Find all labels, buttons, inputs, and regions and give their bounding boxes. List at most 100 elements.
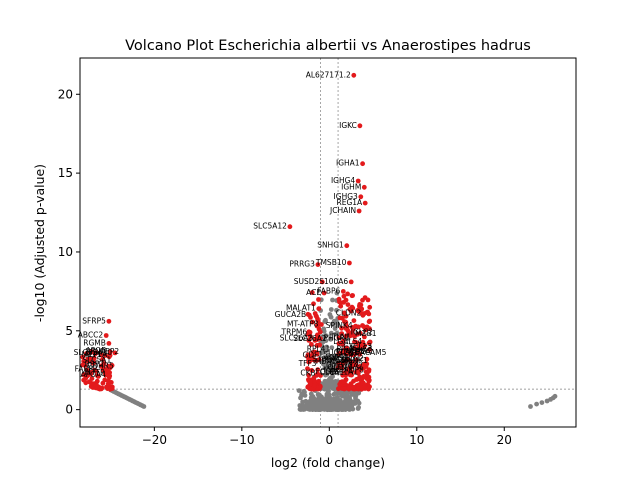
data-point bbox=[367, 384, 372, 390]
gene-label: RPS27 bbox=[329, 354, 353, 363]
x-axis-ticks: −20 −10 0 10 20 bbox=[142, 427, 512, 447]
gene-label: FABP2 bbox=[75, 364, 98, 373]
data-point bbox=[311, 375, 317, 381]
data-point bbox=[319, 350, 325, 356]
gene-label: LCN2 bbox=[344, 354, 364, 363]
labeled-point bbox=[351, 72, 357, 78]
gene-label: HBA1 bbox=[316, 357, 337, 366]
y-tick-label: 10 bbox=[58, 245, 73, 259]
data-point bbox=[298, 395, 303, 401]
data-point bbox=[317, 336, 323, 341]
labeled-point bbox=[106, 318, 112, 324]
data-point bbox=[90, 360, 96, 366]
data-point bbox=[362, 343, 368, 348]
data-point bbox=[94, 378, 100, 384]
labeled-point bbox=[112, 350, 118, 356]
gene-label: MEP1A bbox=[82, 350, 109, 359]
data-point bbox=[107, 373, 113, 379]
data-point bbox=[323, 317, 328, 323]
data-point bbox=[346, 385, 352, 390]
gene-label: IGLC2 bbox=[351, 328, 373, 337]
data-point bbox=[331, 386, 337, 392]
data-point bbox=[325, 401, 331, 407]
data-point bbox=[297, 406, 303, 412]
data-point bbox=[305, 366, 310, 371]
data-point bbox=[357, 303, 362, 309]
data-point bbox=[299, 391, 305, 397]
labeled-point bbox=[306, 312, 312, 318]
gene-label: ITLN1 bbox=[330, 332, 352, 341]
data-point bbox=[367, 347, 372, 352]
y-tick-label: 5 bbox=[65, 324, 73, 338]
data-point bbox=[366, 374, 372, 380]
data-point bbox=[306, 406, 311, 412]
gene-label: AQP8 bbox=[344, 365, 364, 374]
data-point bbox=[339, 325, 344, 331]
data-point bbox=[88, 356, 93, 361]
labeled-point bbox=[353, 323, 358, 329]
data-point bbox=[309, 386, 314, 392]
gene-label: AL627171.2 bbox=[306, 70, 351, 79]
gene-label: CXCL13 bbox=[343, 342, 372, 351]
data-point bbox=[296, 388, 302, 393]
data-point bbox=[312, 311, 318, 316]
gene-label: MUC2 bbox=[324, 366, 346, 375]
y-tick-label: 15 bbox=[58, 166, 73, 180]
data-point bbox=[85, 372, 90, 378]
data-point bbox=[344, 345, 350, 351]
data-point bbox=[350, 293, 355, 298]
nonsignificant-points bbox=[108, 290, 558, 413]
gene-label: SLC5A12 bbox=[253, 222, 287, 231]
data-point bbox=[82, 363, 88, 368]
data-point bbox=[308, 391, 314, 397]
gene-label: CEACAM5 bbox=[350, 348, 387, 357]
data-point bbox=[105, 367, 111, 373]
data-point bbox=[306, 372, 312, 378]
data-point bbox=[340, 372, 346, 378]
gene-label: SLC26A3 bbox=[280, 334, 314, 343]
data-point bbox=[360, 380, 366, 386]
data-point bbox=[323, 355, 329, 360]
data-point bbox=[338, 341, 343, 346]
data-point bbox=[341, 386, 347, 392]
data-point bbox=[316, 326, 322, 332]
data-point bbox=[328, 330, 334, 336]
gene-label: IGHG4 bbox=[331, 176, 355, 185]
data-point bbox=[306, 359, 312, 365]
data-point bbox=[539, 400, 545, 405]
gene-label: XPNPEP2 bbox=[85, 347, 119, 356]
data-point bbox=[336, 335, 342, 341]
data-point bbox=[335, 401, 340, 407]
gene-label: KRT20 bbox=[325, 356, 349, 365]
data-point bbox=[309, 342, 314, 347]
data-point bbox=[355, 398, 361, 404]
data-point bbox=[336, 386, 341, 392]
data-point bbox=[314, 351, 320, 357]
data-point bbox=[105, 381, 111, 387]
gene-label: OLFM4 bbox=[327, 363, 353, 372]
gene-label: CKB bbox=[300, 369, 315, 378]
gene-label: ACE bbox=[306, 288, 321, 297]
data-point bbox=[337, 315, 343, 321]
gene-label: SLC22A10 bbox=[74, 348, 113, 357]
data-point bbox=[84, 351, 89, 356]
gene-label: PLA2G2A bbox=[336, 347, 371, 356]
labeled-point bbox=[364, 356, 370, 362]
data-point bbox=[343, 326, 349, 331]
data-point bbox=[348, 352, 354, 358]
data-point bbox=[325, 394, 331, 400]
gene-label: MZB1 bbox=[355, 329, 377, 338]
data-point bbox=[332, 391, 338, 396]
data-point bbox=[93, 384, 98, 390]
data-point bbox=[348, 365, 354, 370]
data-point bbox=[341, 379, 347, 385]
gene-label: FABP6 bbox=[317, 286, 340, 295]
data-point bbox=[355, 307, 361, 313]
gene-label: SLC5A1 bbox=[82, 356, 111, 365]
data-point bbox=[349, 304, 355, 310]
x-tick-label: −20 bbox=[142, 433, 167, 447]
data-point bbox=[332, 365, 338, 370]
x-tick-label: 20 bbox=[497, 433, 512, 447]
